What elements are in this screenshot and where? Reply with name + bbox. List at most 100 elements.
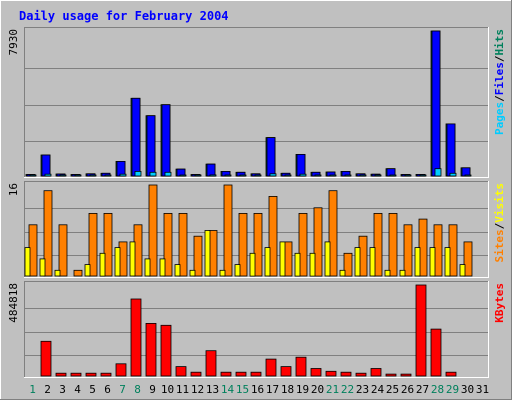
bar-visits-day-18 — [279, 241, 286, 277]
x-tick-label: 19 — [296, 383, 309, 396]
x-tick-label: 16 — [251, 383, 264, 396]
legend-item-sites: Sites — [493, 229, 506, 262]
bar-sites-day-22 — [343, 252, 353, 277]
bar-kbytes-day-25 — [385, 373, 397, 377]
bar-visits-day-29 — [444, 247, 451, 277]
bar-pages-day-14 — [224, 174, 232, 177]
panel-kbytes: 484818 KBytes — [7, 281, 506, 378]
bar-kbytes-day-18 — [280, 366, 292, 377]
bar-pages-day-20 — [314, 174, 322, 177]
bar-pages-day-1 — [29, 174, 37, 177]
bar-visits-day-30 — [459, 264, 466, 277]
x-tick-label: 22 — [341, 383, 354, 396]
bar-kbytes-day-4 — [70, 372, 82, 377]
bar-sites-day-19 — [298, 212, 308, 277]
bar-visits-day-11 — [174, 264, 181, 277]
bar-pages-day-2 — [44, 173, 52, 177]
bar-visits-day-21 — [324, 241, 331, 277]
bar-pages-day-4 — [74, 174, 82, 177]
chart-title: Daily usage for February 2004 — [19, 9, 229, 23]
bar-visits-day-24 — [369, 247, 376, 277]
bar-visits-day-26 — [399, 269, 406, 277]
legend: Pages/Files/Hits — [493, 29, 506, 135]
x-tick-label: 10 — [161, 383, 174, 396]
x-tick-label: 21 — [326, 383, 339, 396]
bar-files-day-13 — [206, 163, 216, 177]
bar-kbytes-day-5 — [85, 372, 97, 377]
x-tick-label: 20 — [311, 383, 324, 396]
bar-files-day-2 — [41, 154, 51, 177]
bar-pages-day-23 — [359, 174, 367, 177]
bar-kbytes-day-11 — [175, 366, 187, 377]
bar-kbytes-day-9 — [145, 322, 157, 377]
bar-pages-day-8 — [134, 170, 142, 177]
bar-files-day-28 — [431, 30, 441, 177]
bar-files-day-8 — [131, 97, 141, 177]
bar-kbytes-day-21 — [325, 370, 337, 377]
bar-sites-day-25 — [388, 212, 398, 277]
bar-kbytes-day-29 — [445, 371, 457, 377]
bar-visits-day-28 — [429, 247, 436, 277]
x-tick-label: 29 — [446, 383, 459, 396]
x-tick-label: 5 — [89, 383, 96, 396]
bar-pages-day-11 — [179, 174, 187, 177]
bar-kbytes-day-14 — [220, 371, 232, 377]
bar-kbytes-day-7 — [115, 363, 127, 377]
bar-sites-day-17 — [268, 195, 278, 277]
bar-kbytes-day-23 — [355, 372, 367, 377]
bar-sites-day-10 — [163, 212, 173, 277]
y-max-label: 16 — [7, 183, 20, 196]
bar-visits-day-10 — [159, 258, 166, 277]
bar-sites-day-9 — [148, 184, 158, 277]
bar-pages-day-12 — [194, 174, 202, 177]
bar-pages-day-28 — [434, 168, 442, 177]
bar-pages-day-6 — [104, 174, 112, 177]
bar-visits-day-15 — [234, 264, 241, 277]
bar-visits-day-22 — [339, 269, 346, 277]
legend-item-pages: Pages — [493, 102, 506, 135]
bar-kbytes-day-8 — [130, 298, 142, 377]
bar-sites-day-26 — [403, 224, 413, 277]
bar-sites-day-12 — [193, 235, 203, 277]
bar-pages-day-3 — [59, 174, 67, 177]
bar-visits-day-2 — [39, 258, 46, 277]
x-tick-label: 23 — [356, 383, 369, 396]
bar-kbytes-day-24 — [370, 368, 382, 377]
bar-visits-day-17 — [264, 247, 271, 277]
bar-pages-day-10 — [164, 171, 172, 177]
panel-visits: 16 Sites/Visits — [7, 181, 506, 278]
bar-kbytes-day-26 — [400, 373, 412, 377]
x-tick-label: 25 — [386, 383, 399, 396]
bar-kbytes-day-20 — [310, 368, 322, 377]
bar-visits-day-3 — [54, 269, 61, 277]
bar-pages-day-16 — [254, 174, 262, 177]
x-tick-label: 12 — [191, 383, 204, 396]
panel-background — [24, 27, 489, 178]
bar-sites-day-3 — [58, 224, 68, 277]
legend-item-kbytes: KBytes — [493, 283, 506, 323]
bar-sites-day-11 — [178, 212, 188, 277]
x-axis-tick-labels: 1 2 3 4 5 6 7 8 9 10 11 12 13 14 15 16 17 18 19 20 21 22 23 24 2… — [29, 383, 489, 396]
bar-kbytes-day-6 — [100, 372, 112, 377]
bar-visits-day-16 — [249, 252, 256, 277]
bar-files-day-19 — [296, 153, 306, 177]
bar-sites-day-5 — [88, 212, 98, 277]
bar-kbytes-day-3 — [55, 372, 67, 377]
bar-sites-day-4 — [73, 269, 83, 277]
bar-pages-day-27 — [419, 174, 427, 177]
bar-pages-day-5 — [89, 174, 97, 177]
legend-item-files: Files — [493, 62, 506, 95]
bar-kbytes-day-27 — [415, 284, 427, 377]
bar-pages-day-13 — [209, 174, 217, 177]
bar-pages-day-9 — [149, 171, 157, 177]
legend-separator: / — [493, 222, 506, 229]
x-tick-label: 24 — [371, 383, 385, 396]
bar-sites-day-15 — [238, 212, 248, 277]
bar-sites-day-24 — [373, 212, 383, 277]
x-tick-label: 15 — [236, 383, 249, 396]
bar-pages-day-21 — [329, 174, 337, 177]
bar-visits-day-1 — [24, 247, 31, 277]
bar-kbytes-day-28 — [430, 328, 442, 377]
bar-pages-day-17 — [269, 173, 277, 177]
